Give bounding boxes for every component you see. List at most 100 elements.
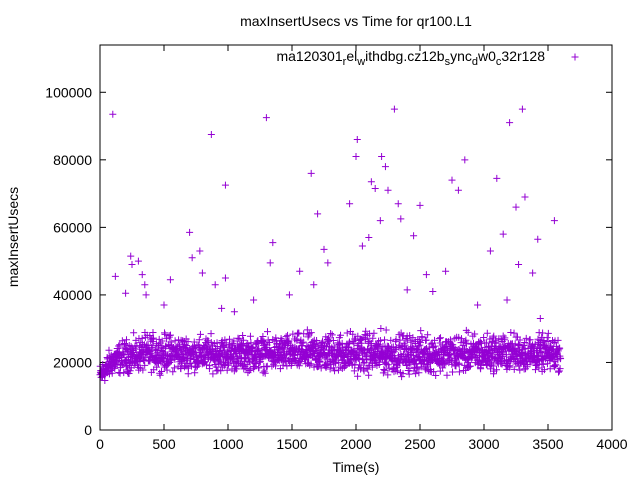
- x-tick-label: 0: [96, 436, 104, 452]
- data-point: [554, 336, 562, 344]
- y-tick-label: 80000: [53, 152, 92, 168]
- data-point: [381, 336, 389, 344]
- legend-marker-icon: [571, 53, 579, 61]
- data-point: [493, 366, 501, 374]
- data-point: [415, 342, 423, 350]
- data-point: [179, 337, 187, 345]
- data-point-outlier: [141, 281, 149, 289]
- data-point: [139, 366, 147, 374]
- data-point: [380, 366, 388, 374]
- data-point-outlier: [109, 110, 117, 118]
- data-point-outlier: [536, 315, 544, 323]
- data-point: [349, 330, 357, 338]
- data-point: [319, 337, 327, 345]
- data-point: [437, 334, 445, 342]
- data-point: [306, 361, 314, 369]
- data-point: [381, 367, 389, 375]
- data-point: [132, 336, 140, 344]
- x-tick-label: 500: [152, 436, 176, 452]
- data-point: [405, 370, 413, 378]
- data-point: [264, 328, 272, 336]
- data-point: [490, 332, 498, 340]
- data-point-outlier: [307, 169, 315, 177]
- data-point-outlier: [358, 242, 366, 250]
- data-point-outlier: [160, 301, 168, 309]
- data-point-outlier: [230, 308, 238, 316]
- data-point: [239, 332, 247, 340]
- data-point: [184, 338, 192, 346]
- data-point: [501, 334, 509, 342]
- data-point: [101, 377, 109, 385]
- data-point: [202, 361, 210, 369]
- data-point: [354, 372, 362, 380]
- data-point: [475, 357, 483, 365]
- data-point: [510, 365, 518, 373]
- data-point: [303, 326, 311, 334]
- y-tick-label: 60000: [53, 219, 92, 235]
- data-point: [424, 331, 432, 339]
- data-point: [171, 337, 179, 345]
- data-point: [223, 366, 231, 374]
- legend-label: ma120301relwithdbg.cz12bsyncdw0c32r128: [276, 48, 545, 68]
- data-point: [510, 329, 518, 337]
- data-point: [392, 335, 400, 343]
- data-point: [234, 334, 242, 342]
- legend-marker: [571, 53, 579, 61]
- data-point: [346, 338, 354, 346]
- data-point: [272, 334, 280, 342]
- data-point: [120, 351, 128, 359]
- data-point: [169, 368, 177, 376]
- data-point-outlier: [166, 276, 174, 284]
- data-point: [439, 364, 447, 372]
- axis-ticks: 0 500 1000 1500 2000 2500 3000 3500 400002000040…: [45, 45, 628, 452]
- data-point: [376, 336, 384, 344]
- data-point: [546, 365, 554, 373]
- data-point: [209, 370, 217, 378]
- data-point: [522, 334, 530, 342]
- data-point: [192, 363, 200, 371]
- data-point: [266, 338, 274, 346]
- data-point: [255, 364, 263, 372]
- data-point: [344, 343, 352, 351]
- data-point-outlier: [353, 136, 361, 144]
- data-point: [201, 358, 209, 366]
- data-point-outlier: [111, 272, 119, 280]
- data-point: [261, 369, 269, 377]
- data-point: [166, 359, 174, 367]
- data-point: [556, 344, 564, 352]
- y-tick-label: 40000: [53, 287, 92, 303]
- data-point: [483, 329, 491, 337]
- data-point: [402, 362, 410, 370]
- data-point: [328, 331, 336, 339]
- y-tick-label: 20000: [53, 354, 92, 370]
- data-point: [217, 367, 225, 375]
- data-point: [217, 353, 225, 361]
- data-point: [146, 348, 154, 356]
- data-point: [412, 370, 420, 378]
- data-point: [399, 370, 407, 378]
- data-point: [384, 371, 392, 379]
- data-point-outlier: [324, 259, 332, 267]
- data-point-outlier: [310, 281, 318, 289]
- data-point-outlier: [142, 291, 150, 299]
- data-point-outlier: [506, 119, 514, 127]
- data-point-outlier: [198, 269, 206, 277]
- data-point-outlier: [518, 105, 526, 113]
- data-point: [364, 365, 372, 373]
- plot-border: [99, 44, 613, 431]
- legend: ma120301relwithdbg.cz12bsyncdw0c32r128: [276, 48, 579, 68]
- data-point: [370, 329, 378, 337]
- data-point: [447, 351, 455, 359]
- data-point: [204, 337, 212, 345]
- data-point: [539, 360, 547, 368]
- data-point-outlier: [376, 217, 384, 225]
- data-point: [295, 362, 303, 370]
- data-point: [170, 364, 178, 372]
- data-point: [120, 369, 128, 377]
- data-point-outlier: [397, 215, 405, 223]
- data-point: [480, 334, 488, 342]
- x-axis-label: Time(s): [333, 459, 380, 475]
- data-point-outlier: [461, 156, 469, 164]
- data-point: [551, 357, 559, 365]
